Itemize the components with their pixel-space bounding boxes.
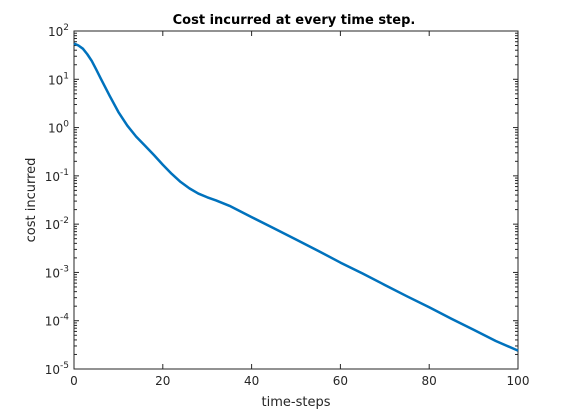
y-tick-label: 100 bbox=[48, 120, 69, 136]
x-tick-label: 40 bbox=[244, 374, 259, 388]
x-tick-label: 0 bbox=[70, 374, 78, 388]
series-line bbox=[73, 42, 519, 352]
chart-title: Cost incurred at every time step. bbox=[173, 13, 416, 28]
y-tick-label: 10-3 bbox=[45, 264, 69, 280]
y-tick-label: 10-2 bbox=[45, 216, 69, 232]
x-tick-label: 100 bbox=[507, 374, 530, 388]
y-tick-label: 101 bbox=[48, 71, 69, 87]
y-axis-label: cost incurred bbox=[24, 158, 39, 243]
y-tick-label: 10-5 bbox=[45, 361, 69, 377]
axes bbox=[73, 30, 519, 370]
y-axis-ticks: 102 101 100 10-1 10-2 10-3 10-4 10-5 bbox=[45, 23, 518, 377]
x-tick-label: 20 bbox=[155, 374, 170, 388]
x-tick-label: 60 bbox=[333, 374, 348, 388]
y-tick-label: 10-1 bbox=[45, 168, 69, 184]
axes-box bbox=[73, 30, 519, 370]
x-axis-label: time-steps bbox=[262, 395, 331, 410]
y-tick-label: 10-4 bbox=[45, 313, 70, 329]
x-tick-label: 80 bbox=[422, 374, 437, 388]
y-tick-label: 102 bbox=[48, 23, 69, 39]
plot-area bbox=[74, 31, 518, 369]
